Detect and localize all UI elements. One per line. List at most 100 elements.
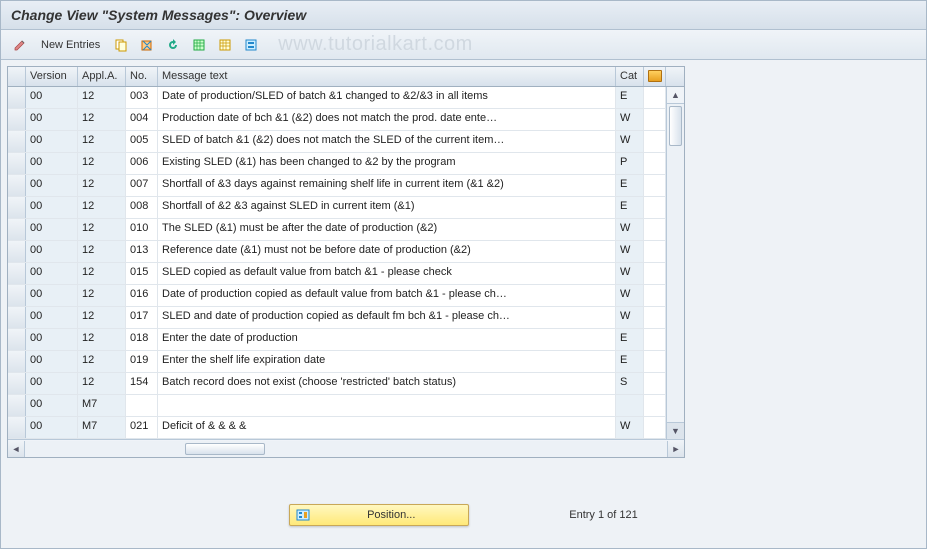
row-selector[interactable] bbox=[8, 351, 26, 372]
row-selector[interactable] bbox=[8, 241, 26, 262]
cell-appl[interactable]: 12 bbox=[78, 131, 126, 152]
cell-version[interactable]: 00 bbox=[26, 373, 78, 394]
table-row[interactable]: 0012008Shortfall of &2 &3 against SLED i… bbox=[8, 197, 684, 219]
cell-appl[interactable]: 12 bbox=[78, 241, 126, 262]
row-selector[interactable] bbox=[8, 153, 26, 174]
cell-appl[interactable]: 12 bbox=[78, 219, 126, 240]
cell-cat[interactable]: W bbox=[616, 131, 644, 152]
table-row[interactable]: 0012015SLED copied as default value from… bbox=[8, 263, 684, 285]
row-selector[interactable] bbox=[8, 87, 26, 108]
cell-version[interactable]: 00 bbox=[26, 263, 78, 284]
cell-cat[interactable]: W bbox=[616, 263, 644, 284]
scroll-down-arrow-icon[interactable]: ▼ bbox=[667, 422, 684, 439]
cell-cat[interactable]: P bbox=[616, 153, 644, 174]
table-row[interactable]: 0012003Date of production/SLED of batch … bbox=[8, 87, 684, 109]
table-row[interactable]: 0012007Shortfall of &3 days against rema… bbox=[8, 175, 684, 197]
vertical-scrollbar[interactable]: ▲ ▼ bbox=[666, 87, 684, 439]
table-row[interactable]: 0012004Production date of bch &1 (&2) do… bbox=[8, 109, 684, 131]
cell-cat[interactable]: E bbox=[616, 87, 644, 108]
row-selector[interactable] bbox=[8, 373, 26, 394]
hscroll-track[interactable] bbox=[25, 441, 667, 457]
row-selector[interactable] bbox=[8, 175, 26, 196]
table-row[interactable]: 0012017SLED and date of production copie… bbox=[8, 307, 684, 329]
row-selector[interactable] bbox=[8, 131, 26, 152]
cell-cat[interactable]: W bbox=[616, 109, 644, 130]
row-selector[interactable] bbox=[8, 307, 26, 328]
cell-version[interactable]: 00 bbox=[26, 241, 78, 262]
table-row[interactable]: 0012154Batch record does not exist (choo… bbox=[8, 373, 684, 395]
col-header-appl[interactable]: Appl.A. bbox=[78, 67, 126, 86]
row-selector[interactable] bbox=[8, 197, 26, 218]
row-selector[interactable] bbox=[8, 395, 26, 416]
deselect-all-button[interactable] bbox=[214, 35, 236, 55]
cell-appl[interactable]: 12 bbox=[78, 285, 126, 306]
new-entries-button[interactable]: New Entries bbox=[35, 39, 106, 51]
table-row[interactable]: 0012005SLED of batch &1 (&2) does not ma… bbox=[8, 131, 684, 153]
cell-appl[interactable]: 12 bbox=[78, 175, 126, 196]
cell-appl[interactable]: 12 bbox=[78, 351, 126, 372]
cell-version[interactable]: 00 bbox=[26, 175, 78, 196]
col-header-message-text[interactable]: Message text bbox=[158, 67, 616, 86]
table-row[interactable]: 0012018Enter the date of productionE bbox=[8, 329, 684, 351]
toggle-display-change-button[interactable] bbox=[9, 35, 31, 55]
cell-appl[interactable]: 12 bbox=[78, 263, 126, 284]
cell-cat[interactable]: W bbox=[616, 285, 644, 306]
cell-cat[interactable] bbox=[616, 395, 644, 416]
col-header-config[interactable] bbox=[644, 67, 666, 86]
configure-button[interactable] bbox=[240, 35, 262, 55]
cell-version[interactable]: 00 bbox=[26, 197, 78, 218]
cell-version[interactable]: 00 bbox=[26, 307, 78, 328]
cell-cat[interactable]: W bbox=[616, 219, 644, 240]
row-selector[interactable] bbox=[8, 417, 26, 438]
table-row[interactable]: 00M7021Deficit of & & & &W bbox=[8, 417, 684, 439]
cell-appl[interactable]: 12 bbox=[78, 329, 126, 350]
cell-appl[interactable]: M7 bbox=[78, 395, 126, 416]
row-selector[interactable] bbox=[8, 263, 26, 284]
col-header-cat[interactable]: Cat bbox=[616, 67, 644, 86]
cell-version[interactable]: 00 bbox=[26, 87, 78, 108]
scroll-right-arrow-icon[interactable]: ► bbox=[667, 441, 684, 457]
scroll-up-arrow-icon[interactable]: ▲ bbox=[667, 87, 684, 104]
horizontal-scrollbar[interactable]: ◄ ► bbox=[8, 439, 684, 457]
delete-button[interactable] bbox=[136, 35, 158, 55]
cell-version[interactable]: 00 bbox=[26, 131, 78, 152]
cell-version[interactable]: 00 bbox=[26, 109, 78, 130]
table-row[interactable]: 0012006Existing SLED (&1) has been chang… bbox=[8, 153, 684, 175]
col-header-version[interactable]: Version bbox=[26, 67, 78, 86]
cell-appl[interactable]: 12 bbox=[78, 307, 126, 328]
cell-appl[interactable]: 12 bbox=[78, 109, 126, 130]
cell-cat[interactable]: S bbox=[616, 373, 644, 394]
cell-version[interactable]: 00 bbox=[26, 329, 78, 350]
cell-appl[interactable]: M7 bbox=[78, 417, 126, 438]
table-row[interactable]: 0012013Reference date (&1) must not be b… bbox=[8, 241, 684, 263]
vscroll-track[interactable] bbox=[667, 104, 684, 422]
row-selector[interactable] bbox=[8, 285, 26, 306]
hscroll-thumb[interactable] bbox=[185, 443, 265, 455]
cell-cat[interactable]: W bbox=[616, 241, 644, 262]
table-row[interactable]: 0012019Enter the shelf life expiration d… bbox=[8, 351, 684, 373]
position-button[interactable]: Position... bbox=[289, 504, 469, 526]
cell-version[interactable]: 00 bbox=[26, 285, 78, 306]
row-selector[interactable] bbox=[8, 109, 26, 130]
cell-cat[interactable]: E bbox=[616, 351, 644, 372]
cell-appl[interactable]: 12 bbox=[78, 87, 126, 108]
undo-button[interactable] bbox=[162, 35, 184, 55]
cell-version[interactable]: 00 bbox=[26, 153, 78, 174]
cell-appl[interactable]: 12 bbox=[78, 197, 126, 218]
cell-cat[interactable]: E bbox=[616, 197, 644, 218]
vscroll-thumb[interactable] bbox=[669, 106, 682, 146]
row-selector[interactable] bbox=[8, 219, 26, 240]
row-selector[interactable] bbox=[8, 329, 26, 350]
col-header-no[interactable]: No. bbox=[126, 67, 158, 86]
cell-version[interactable]: 00 bbox=[26, 351, 78, 372]
select-all-button[interactable] bbox=[188, 35, 210, 55]
table-row[interactable]: 0012016Date of production copied as defa… bbox=[8, 285, 684, 307]
cell-cat[interactable]: W bbox=[616, 307, 644, 328]
copy-as-button[interactable] bbox=[110, 35, 132, 55]
cell-version[interactable]: 00 bbox=[26, 219, 78, 240]
table-row[interactable]: 0012010The SLED (&1) must be after the d… bbox=[8, 219, 684, 241]
cell-appl[interactable]: 12 bbox=[78, 373, 126, 394]
table-row[interactable]: 00M7 bbox=[8, 395, 684, 417]
scroll-left-arrow-icon[interactable]: ◄ bbox=[8, 441, 25, 457]
cell-cat[interactable]: E bbox=[616, 329, 644, 350]
